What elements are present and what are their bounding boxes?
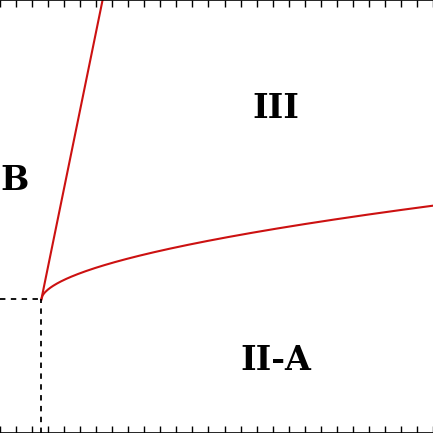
Text: II-A: II-A <box>240 344 311 377</box>
Text: III: III <box>252 92 299 125</box>
Text: B: B <box>1 164 29 197</box>
